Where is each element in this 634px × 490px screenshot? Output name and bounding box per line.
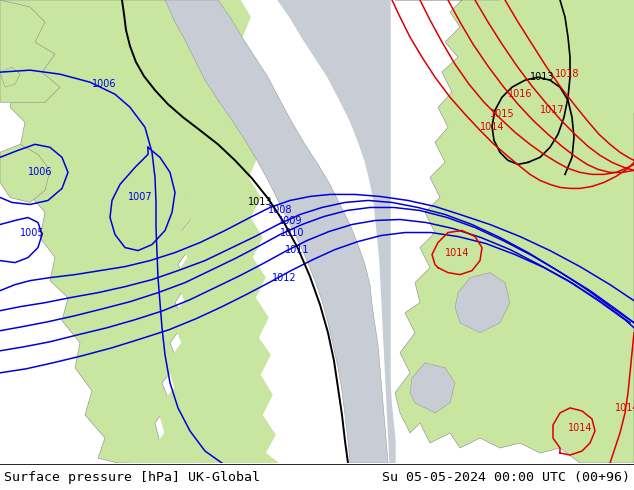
Polygon shape — [395, 0, 634, 463]
Text: 1007: 1007 — [128, 193, 153, 202]
Polygon shape — [165, 0, 388, 463]
Polygon shape — [410, 363, 455, 413]
Text: 1014: 1014 — [445, 247, 470, 258]
Text: 1006: 1006 — [92, 79, 117, 89]
Text: 1008: 1008 — [268, 205, 292, 216]
Text: 1014: 1014 — [568, 423, 593, 433]
Polygon shape — [278, 0, 395, 463]
Text: 1017: 1017 — [540, 105, 565, 115]
Text: 1014: 1014 — [480, 122, 505, 132]
Polygon shape — [0, 0, 60, 102]
Text: 1009: 1009 — [278, 216, 302, 225]
Text: Su 05-05-2024 00:00 UTC (00+96): Su 05-05-2024 00:00 UTC (00+96) — [382, 470, 630, 484]
Text: 1011: 1011 — [285, 245, 309, 255]
Text: 1005: 1005 — [20, 227, 44, 238]
Text: 1010: 1010 — [280, 227, 304, 238]
Text: 1012: 1012 — [272, 272, 297, 283]
Text: 1015: 1015 — [490, 109, 515, 119]
Text: 1018: 1018 — [555, 69, 579, 79]
Text: 1014: 1014 — [615, 403, 634, 413]
Polygon shape — [500, 0, 634, 112]
Text: 1013: 1013 — [248, 197, 273, 207]
Polygon shape — [0, 145, 50, 202]
Polygon shape — [0, 0, 220, 463]
Polygon shape — [130, 0, 278, 463]
Polygon shape — [0, 67, 20, 87]
Text: Surface pressure [hPa] UK-Global: Surface pressure [hPa] UK-Global — [4, 470, 260, 484]
Text: 1013: 1013 — [530, 72, 555, 82]
Polygon shape — [455, 272, 510, 333]
Text: 1006: 1006 — [28, 168, 53, 177]
Text: 1016: 1016 — [508, 89, 533, 99]
